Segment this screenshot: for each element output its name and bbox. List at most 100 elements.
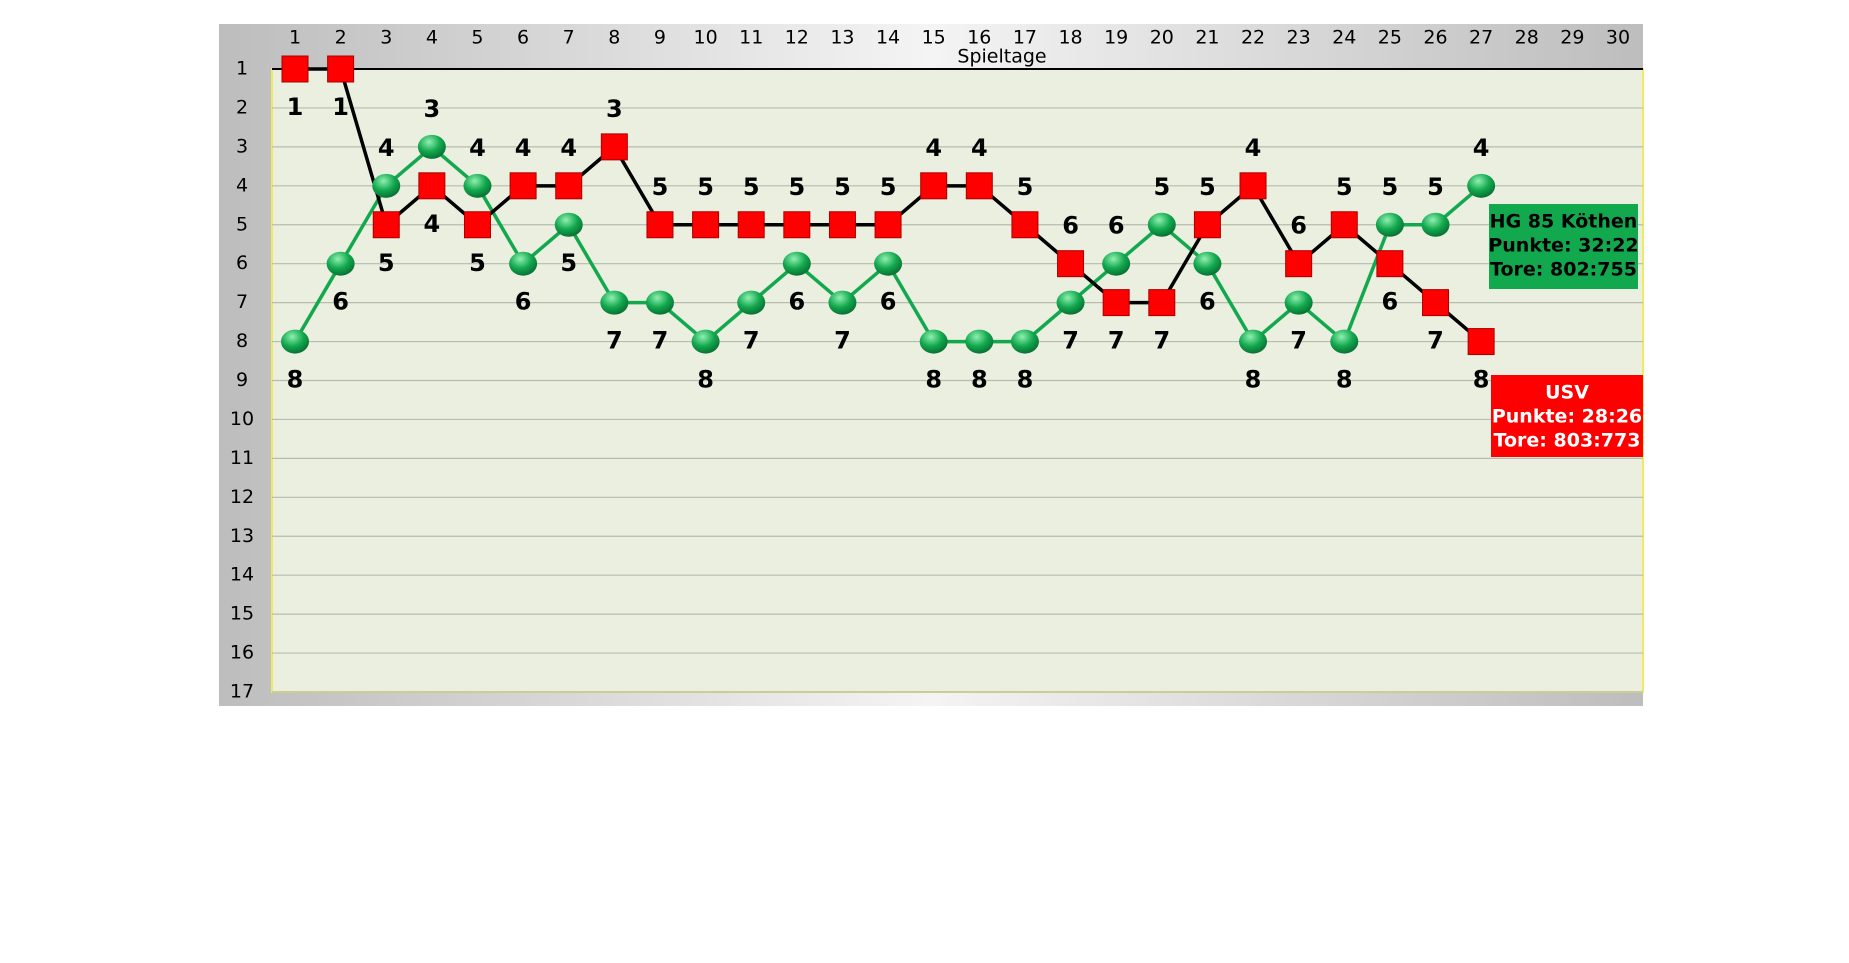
data-label: 7 bbox=[1062, 327, 1079, 355]
x-tick-label: 2 bbox=[335, 27, 347, 49]
point-marker bbox=[281, 55, 309, 83]
point-marker bbox=[1421, 212, 1450, 237]
y-tick-label: 12 bbox=[230, 486, 254, 508]
data-label: 3 bbox=[606, 95, 623, 123]
x-tick-label: 17 bbox=[1013, 27, 1037, 49]
point-marker bbox=[828, 290, 857, 315]
data-label: 5 bbox=[1153, 173, 1170, 201]
data-label: 7 bbox=[834, 327, 851, 355]
data-label: 8 bbox=[287, 366, 304, 394]
y-tick-label: 11 bbox=[230, 447, 254, 469]
y-tick-label: 7 bbox=[236, 291, 248, 313]
y-tick-label: 5 bbox=[236, 213, 248, 235]
data-label: 5 bbox=[834, 173, 851, 201]
data-label: 7 bbox=[1290, 327, 1307, 355]
x-tick-label: 20 bbox=[1150, 27, 1174, 49]
point-marker bbox=[281, 329, 309, 354]
point-marker bbox=[737, 211, 765, 239]
data-label: 1 bbox=[287, 93, 304, 121]
y-tick-label: 15 bbox=[230, 603, 254, 625]
point-marker bbox=[463, 211, 491, 239]
data-label: 8 bbox=[1245, 366, 1262, 394]
point-marker bbox=[326, 251, 355, 276]
x-tick-label: 13 bbox=[830, 27, 854, 49]
data-label: 5 bbox=[1336, 173, 1353, 201]
y-tick-label: 14 bbox=[230, 564, 254, 586]
data-label: 6 bbox=[1108, 212, 1125, 240]
point-marker bbox=[1056, 290, 1085, 315]
data-label: 8 bbox=[697, 366, 714, 394]
data-label: 3 bbox=[424, 95, 441, 123]
data-label: 6 bbox=[1062, 212, 1079, 240]
point-marker bbox=[372, 173, 401, 198]
x-tick-label: 18 bbox=[1058, 27, 1082, 49]
point-marker bbox=[783, 211, 811, 239]
data-label: 5 bbox=[1427, 173, 1444, 201]
point-marker bbox=[1467, 173, 1496, 198]
x-tick-label: 11 bbox=[739, 27, 763, 49]
data-label: 5 bbox=[378, 249, 395, 277]
y-tick-label: 10 bbox=[230, 408, 254, 430]
point-marker bbox=[1376, 250, 1404, 278]
point-marker bbox=[919, 329, 948, 354]
point-marker bbox=[463, 173, 492, 198]
data-label: 4 bbox=[469, 134, 486, 162]
legend-box bbox=[1489, 204, 1638, 289]
y-tick-label: 6 bbox=[236, 252, 248, 274]
point-marker bbox=[737, 290, 766, 315]
point-marker bbox=[828, 211, 856, 239]
data-label: 4 bbox=[1473, 134, 1490, 162]
x-axis-label: Spieltage bbox=[957, 46, 1046, 68]
data-label: 6 bbox=[1290, 212, 1307, 240]
y-tick-label: 17 bbox=[230, 681, 254, 703]
point-marker bbox=[691, 329, 720, 354]
y-tick-label: 9 bbox=[236, 369, 248, 391]
x-tick-label: 23 bbox=[1287, 27, 1311, 49]
point-marker bbox=[600, 290, 629, 315]
point-marker bbox=[600, 133, 628, 161]
point-marker bbox=[965, 172, 993, 200]
data-label: 4 bbox=[971, 134, 988, 162]
legend-info: Punkte: 32:22 bbox=[1488, 235, 1638, 257]
point-marker bbox=[1193, 211, 1221, 239]
point-marker bbox=[782, 251, 811, 276]
point-marker bbox=[1102, 289, 1130, 317]
y-tick-label: 3 bbox=[236, 135, 248, 157]
data-label: 8 bbox=[1473, 366, 1490, 394]
x-tick-label: 26 bbox=[1423, 27, 1447, 49]
data-label: 6 bbox=[880, 288, 897, 316]
data-label: 5 bbox=[743, 173, 760, 201]
point-marker bbox=[645, 290, 674, 315]
point-marker bbox=[1330, 329, 1359, 354]
data-label: 4 bbox=[515, 134, 532, 162]
point-marker bbox=[1239, 172, 1267, 200]
x-tick-label: 12 bbox=[785, 27, 809, 49]
point-marker bbox=[646, 211, 674, 239]
data-label: 7 bbox=[1153, 327, 1170, 355]
point-marker bbox=[1010, 329, 1039, 354]
legend-info: Tore: 803:773 bbox=[1494, 430, 1641, 452]
point-marker bbox=[1285, 250, 1313, 278]
x-tick-label: 21 bbox=[1195, 27, 1219, 49]
point-marker bbox=[1422, 289, 1450, 317]
data-label: 5 bbox=[697, 173, 714, 201]
x-tick-label: 8 bbox=[608, 27, 620, 49]
data-label: 7 bbox=[1108, 327, 1125, 355]
y-tick-label: 13 bbox=[230, 525, 254, 547]
x-tick-label: 16 bbox=[967, 27, 991, 49]
x-tick-label: 1 bbox=[289, 27, 301, 49]
point-marker bbox=[1102, 251, 1131, 276]
legend-name: USV bbox=[1545, 382, 1589, 404]
data-label: 7 bbox=[743, 327, 760, 355]
data-label: 4 bbox=[424, 210, 441, 238]
legend-info: Tore: 802:755 bbox=[1490, 259, 1637, 281]
point-marker bbox=[417, 134, 446, 159]
point-marker bbox=[1147, 212, 1176, 237]
y-tick-label: 8 bbox=[236, 330, 248, 352]
y-tick-label: 16 bbox=[230, 642, 254, 664]
point-marker bbox=[1467, 328, 1495, 356]
data-label: 6 bbox=[788, 288, 805, 316]
data-label: 6 bbox=[515, 288, 532, 316]
data-label: 5 bbox=[652, 173, 669, 201]
x-tick-label: 30 bbox=[1606, 27, 1630, 49]
